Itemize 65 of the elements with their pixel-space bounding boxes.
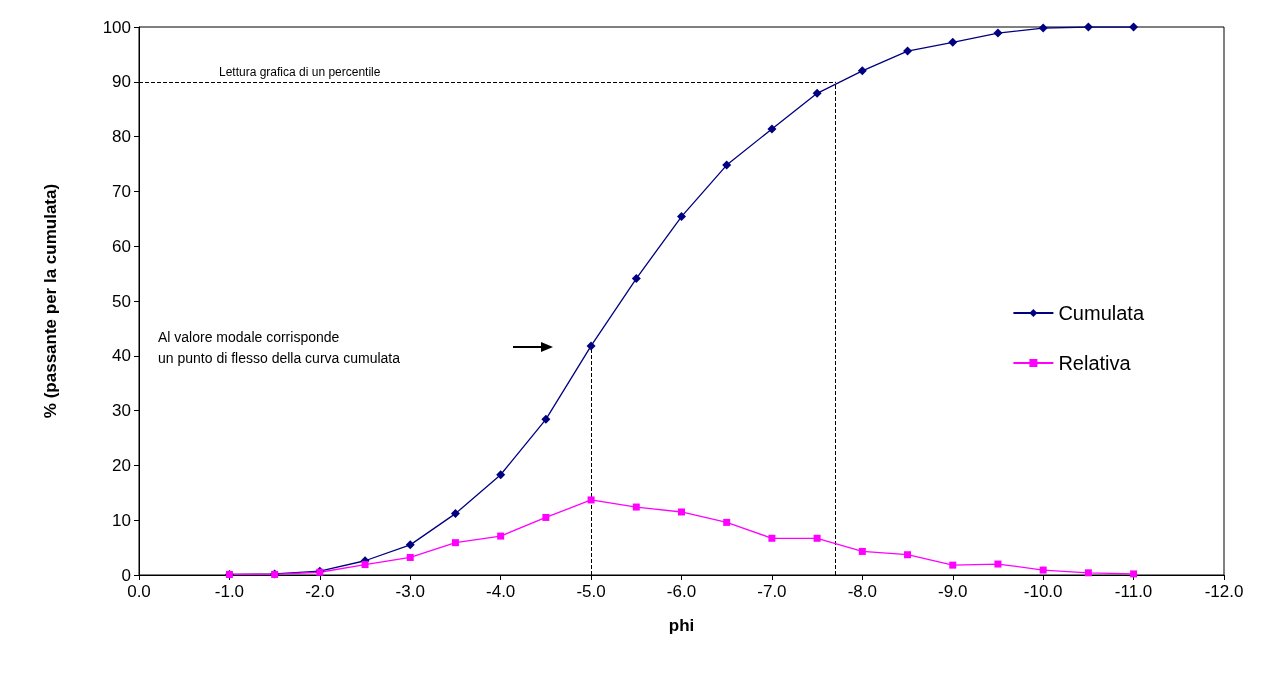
point: [361, 561, 369, 569]
point: [405, 540, 415, 550]
y-tick-label: 40: [112, 346, 131, 366]
x-axis-title: phi: [668, 616, 695, 635]
point: [1038, 23, 1048, 33]
point: [904, 551, 912, 559]
point: [722, 160, 732, 170]
point: [993, 28, 1003, 38]
legend-label: Relativa: [1058, 352, 1132, 374]
point: [813, 534, 821, 542]
y-tick-label: 60: [112, 236, 131, 256]
x-tick-label: -5.0: [576, 582, 606, 601]
x-tick-label: -1.0: [214, 582, 245, 601]
legend-label: Cumulata: [1058, 302, 1145, 324]
x-tick-label: -4.0: [486, 582, 516, 601]
point: [677, 212, 686, 222]
point: [1084, 569, 1092, 577]
point: [541, 414, 551, 424]
y-tick-label: 90: [112, 72, 131, 92]
point: [1130, 570, 1138, 578]
point: [450, 509, 460, 519]
y-axis-title: % (passante per la cumulata): [41, 183, 60, 419]
point: [631, 274, 641, 284]
y-tick-label: 0: [121, 565, 131, 585]
point: [586, 341, 596, 351]
point: [858, 547, 866, 555]
point: [767, 124, 777, 134]
x-tick-label: -11.0: [1114, 582, 1153, 601]
y-tick-label: 100: [102, 17, 131, 37]
point: [949, 561, 957, 569]
point: [587, 496, 595, 504]
point: [1083, 22, 1093, 32]
x-tick-label: 0.0: [127, 582, 151, 601]
point: [406, 553, 414, 561]
point: [948, 37, 958, 47]
point: [723, 518, 731, 526]
x-tick-label: -8.0: [847, 582, 877, 601]
ref-line-label: Lettura grafica di un percentile: [219, 64, 381, 79]
y-tick-label: 50: [112, 291, 131, 311]
y-tick-label: 30: [112, 401, 131, 421]
point: [678, 508, 685, 516]
annotation: Al valore modale corrisponde un punto di flesso della curva cumulata: [158, 328, 401, 366]
point: [542, 513, 550, 521]
x-tick-label: -2.0: [305, 582, 335, 601]
x-tick-label: -12.0: [1204, 582, 1244, 601]
point: [451, 539, 459, 547]
point: [857, 66, 867, 76]
point: [1039, 566, 1047, 574]
x-tick-label: -9.0: [938, 582, 968, 601]
point: [496, 470, 506, 480]
x-tick-label: -3.0: [395, 582, 425, 601]
y-tick-label: 20: [112, 455, 131, 475]
x-tick-label: -7.0: [757, 582, 787, 601]
point: [903, 46, 913, 56]
y-tick-label: 70: [112, 181, 131, 201]
point: [768, 534, 776, 542]
point: [497, 532, 505, 540]
point: [994, 560, 1002, 568]
x-tick-label: -6.0: [666, 582, 697, 601]
point: [632, 503, 640, 511]
x-tick-label: -10.0: [1023, 582, 1063, 601]
point: [1129, 22, 1139, 32]
y-tick-label: 10: [112, 510, 131, 530]
point: [812, 88, 822, 98]
y-tick-label: 80: [112, 127, 131, 147]
